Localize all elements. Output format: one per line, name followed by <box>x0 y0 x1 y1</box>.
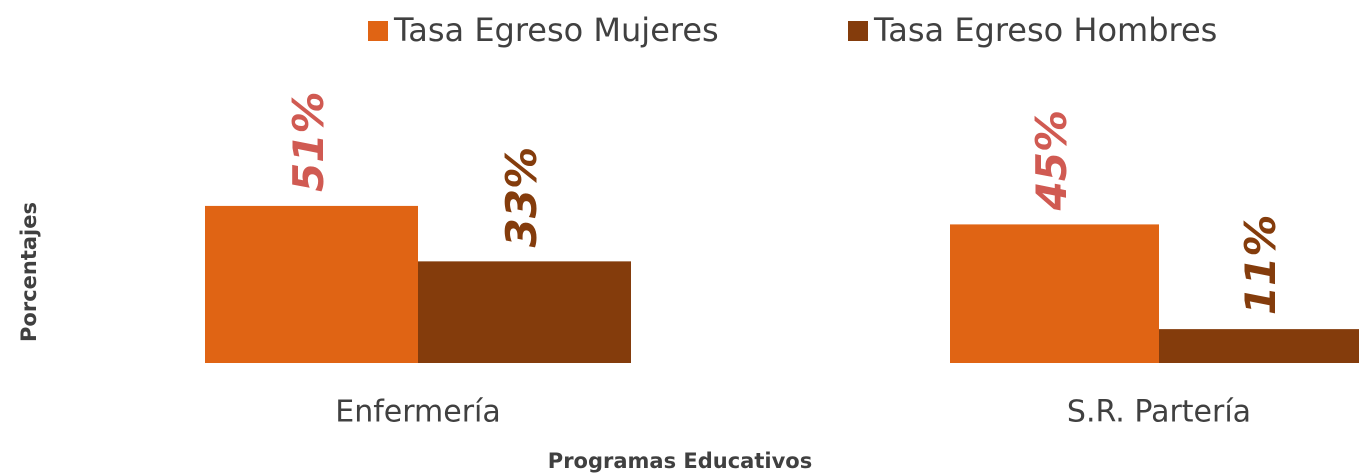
legend-label: Tasa Egreso Hombres <box>873 11 1217 49</box>
y-axis-title: Porcentajes <box>17 202 41 342</box>
value-label: 51% <box>284 91 333 192</box>
bar <box>205 205 418 363</box>
bar <box>950 224 1159 363</box>
value-label: 11% <box>1236 215 1285 316</box>
legend-label: Tasa Egreso Mujeres <box>393 11 719 49</box>
x-axis-title: Programas Educativos <box>548 449 812 473</box>
legend-swatch <box>848 21 868 41</box>
value-label: 33% <box>497 147 546 248</box>
x-tick-label: S.R. Partería <box>1067 395 1251 430</box>
legend-swatch <box>368 21 388 41</box>
bar <box>418 261 631 363</box>
x-tick-label: Enfermería <box>335 395 501 430</box>
bar <box>1159 329 1359 363</box>
value-label: 45% <box>1027 110 1076 212</box>
